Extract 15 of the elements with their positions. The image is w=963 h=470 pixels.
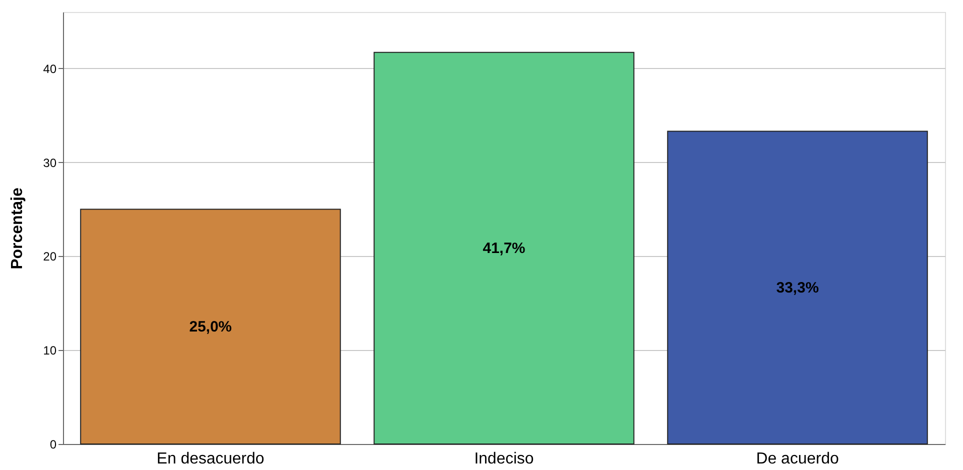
bar bbox=[374, 52, 634, 444]
bar bbox=[80, 208, 341, 444]
x-tick-label: Indeciso bbox=[474, 450, 534, 468]
data-label: 33,3% bbox=[776, 280, 819, 297]
y-tick-label: 40 bbox=[43, 62, 57, 76]
y-tick-label: 30 bbox=[43, 156, 57, 170]
y-axis-title: Porcentaje bbox=[9, 187, 26, 270]
y-tick-label: 20 bbox=[43, 250, 57, 264]
y-tick-label: 10 bbox=[43, 344, 57, 358]
data-label: 25,0% bbox=[189, 318, 232, 336]
x-tick-label: En desacuerdo bbox=[156, 450, 264, 468]
y-tick-label: 0 bbox=[50, 438, 57, 452]
bar bbox=[667, 130, 928, 444]
data-label: 41,7% bbox=[482, 240, 526, 258]
x-tick-label: De acuerdo bbox=[756, 450, 839, 468]
